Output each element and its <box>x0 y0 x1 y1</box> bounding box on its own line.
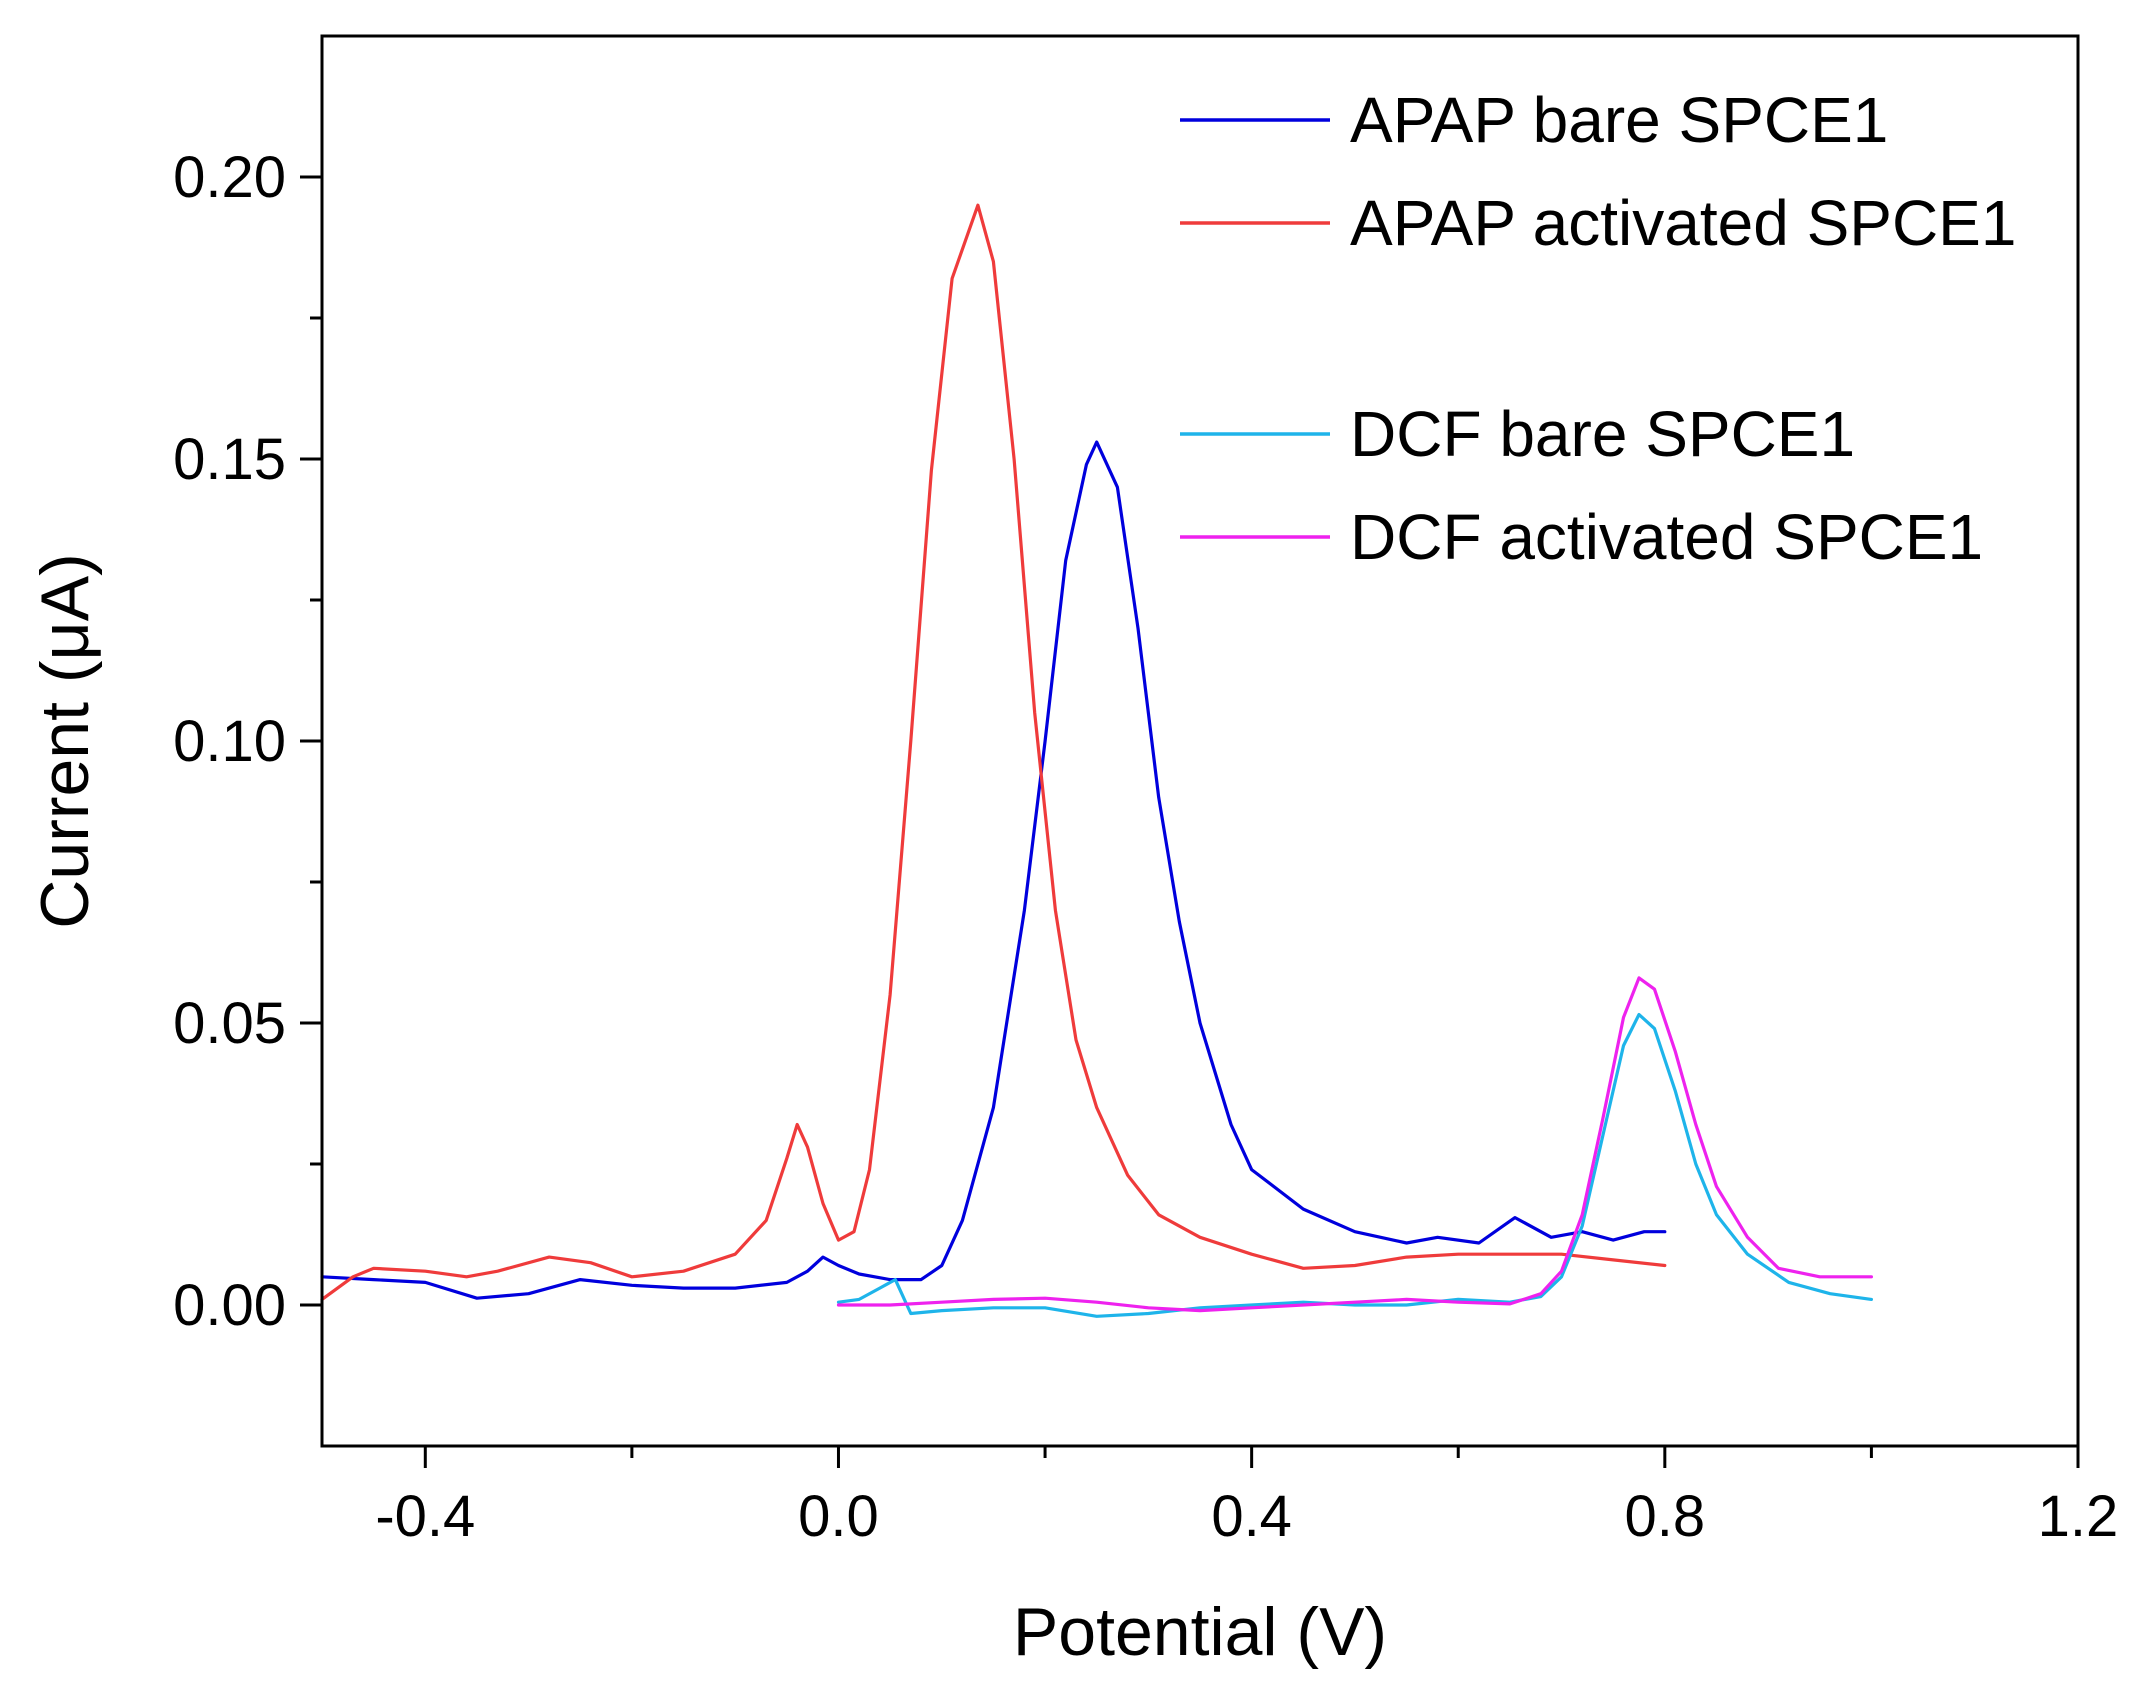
legend-label-3: DCF bare SPCE1 <box>1350 398 1855 470</box>
series-line-2 <box>320 203 1667 1301</box>
y-tick-label: 0.00 <box>173 1273 286 1338</box>
legend-label-4: DCF activated SPCE1 <box>1350 501 1983 573</box>
series-line-1 <box>320 440 1667 1300</box>
y-axis-title: Current (μA) <box>27 553 103 928</box>
x-tick-label: 0.0 <box>798 1484 879 1549</box>
x-tick-label: -0.4 <box>375 1484 475 1549</box>
y-tick-label: 0.05 <box>173 991 286 1056</box>
x-tick-label: 1.2 <box>2038 1484 2119 1549</box>
y-tick-label: 0.20 <box>173 145 286 210</box>
x-tick-label: 0.8 <box>1625 1484 1706 1549</box>
curves-layer <box>320 203 1873 1318</box>
legend: APAP bare SPCE1 APAP activated SPCE1 DCF b… <box>1180 84 2016 573</box>
y-tick-label: 0.15 <box>173 427 286 492</box>
legend-label-1: APAP bare SPCE1 <box>1350 84 1888 156</box>
series-line-4 <box>836 976 1873 1313</box>
y-tick-label: 0.10 <box>173 709 286 774</box>
axes-layer: -0.4 0.0 0.4 0.8 1.2 0.00 0.05 0.10 0.15 0.20 <box>173 145 2118 1549</box>
legend-label-2: APAP activated SPCE1 <box>1350 187 2016 259</box>
x-tick-label: 0.4 <box>1211 1484 1292 1549</box>
x-axis-title: Potential (V) <box>1013 1594 1387 1670</box>
series-line-3 <box>836 1012 1873 1318</box>
